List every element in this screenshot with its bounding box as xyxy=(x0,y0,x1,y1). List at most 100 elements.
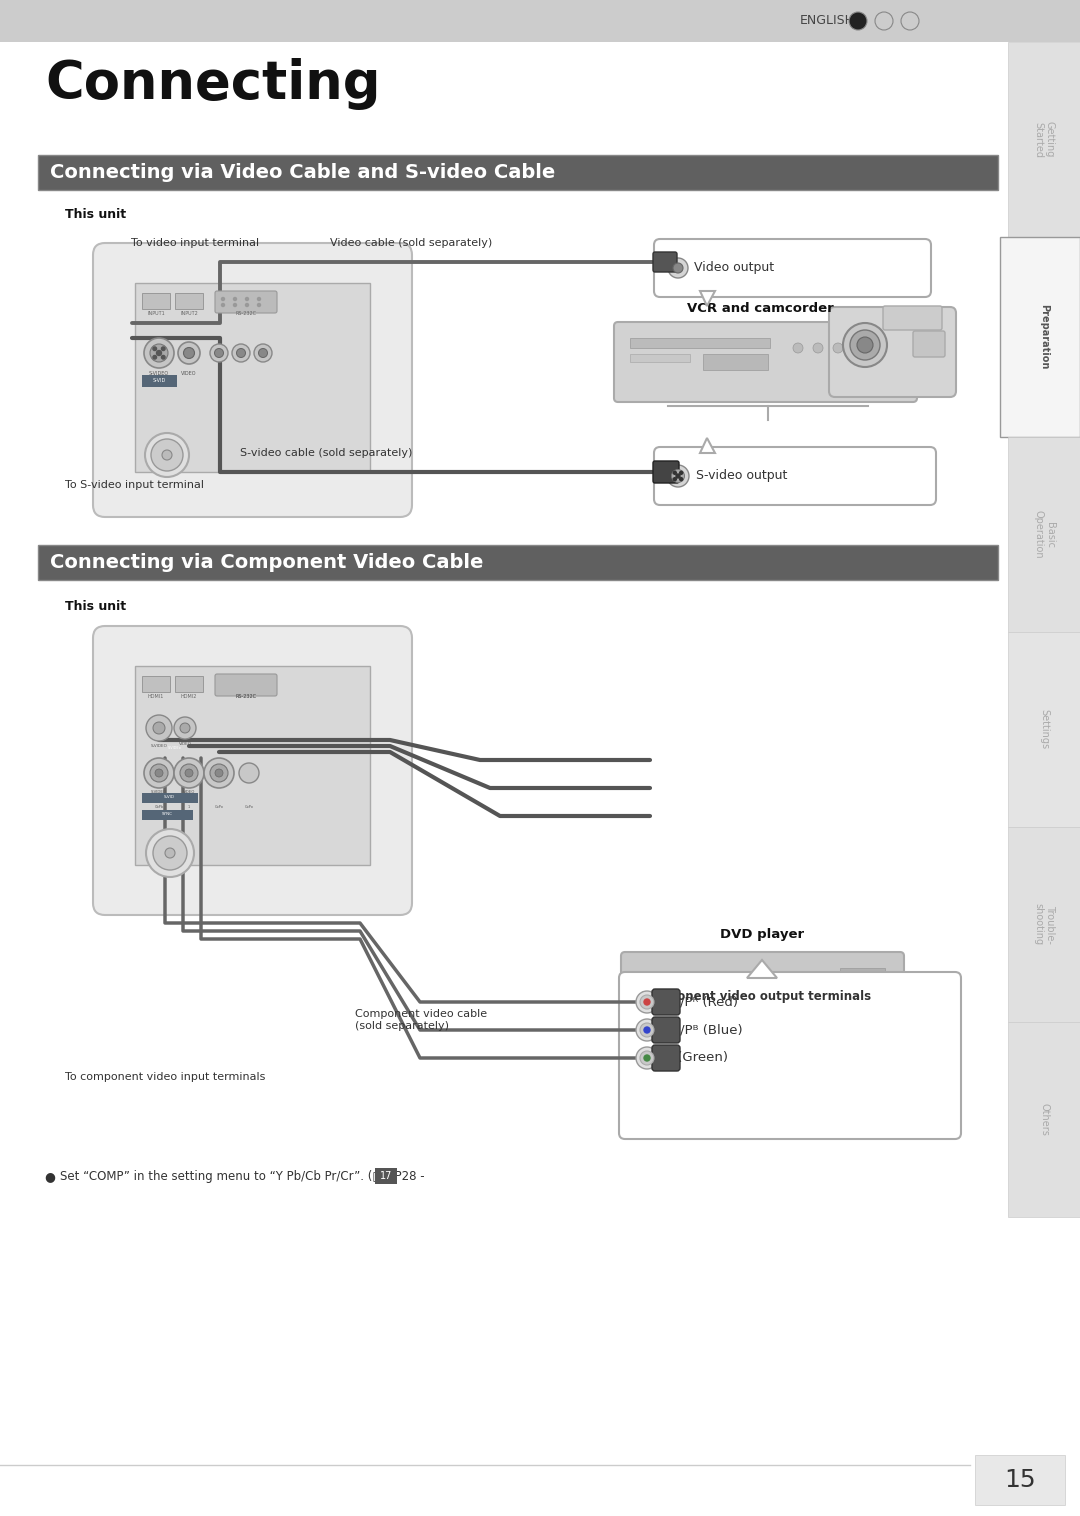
Circle shape xyxy=(875,12,893,30)
Circle shape xyxy=(813,343,823,353)
Circle shape xyxy=(153,355,157,359)
FancyBboxPatch shape xyxy=(141,293,170,309)
FancyBboxPatch shape xyxy=(1008,42,1080,236)
FancyBboxPatch shape xyxy=(630,355,690,362)
Circle shape xyxy=(850,330,880,359)
Circle shape xyxy=(644,1055,650,1061)
Polygon shape xyxy=(700,438,715,453)
Circle shape xyxy=(233,303,237,306)
Circle shape xyxy=(669,258,688,277)
Circle shape xyxy=(636,1019,658,1041)
Text: VIDEO: VIDEO xyxy=(183,790,195,794)
FancyBboxPatch shape xyxy=(975,1455,1065,1505)
FancyBboxPatch shape xyxy=(141,810,192,820)
Text: RS-232C: RS-232C xyxy=(235,694,257,699)
Text: S-VIDEO: S-VIDEO xyxy=(150,744,167,747)
FancyBboxPatch shape xyxy=(215,291,276,312)
Text: Cᴮ/Pᴮ (Blue): Cᴮ/Pᴮ (Blue) xyxy=(665,1023,743,1037)
Circle shape xyxy=(673,471,676,475)
Text: HDMI2: HDMI2 xyxy=(180,694,198,699)
FancyBboxPatch shape xyxy=(38,155,998,190)
FancyBboxPatch shape xyxy=(1008,437,1080,632)
Circle shape xyxy=(215,769,222,778)
Circle shape xyxy=(162,450,172,459)
FancyBboxPatch shape xyxy=(829,308,956,397)
Circle shape xyxy=(233,297,237,300)
Circle shape xyxy=(636,1048,658,1069)
Text: Trouble-
shooting: Trouble- shooting xyxy=(1034,904,1055,946)
Polygon shape xyxy=(700,291,715,306)
Text: VIDEO: VIDEO xyxy=(181,371,197,376)
Text: S-VID: S-VID xyxy=(163,794,175,799)
Text: DVD player: DVD player xyxy=(720,928,805,941)
Circle shape xyxy=(161,347,165,350)
Text: 17: 17 xyxy=(380,1170,392,1181)
Circle shape xyxy=(145,434,189,478)
FancyBboxPatch shape xyxy=(0,0,1080,42)
Circle shape xyxy=(146,716,172,741)
Circle shape xyxy=(636,991,658,1013)
Text: Set “COMP” in the setting menu to “Y Pb/Cb Pr/Cr”. (□□P28 -: Set “COMP” in the setting menu to “Y Pb/… xyxy=(60,1170,429,1182)
Text: Settings: Settings xyxy=(1039,709,1049,749)
Text: Cᴿ/Pᴿ (Red): Cᴿ/Pᴿ (Red) xyxy=(665,996,738,1008)
Circle shape xyxy=(180,723,190,734)
Circle shape xyxy=(178,343,200,364)
Circle shape xyxy=(819,972,831,984)
Circle shape xyxy=(153,722,165,734)
Circle shape xyxy=(165,847,175,858)
FancyBboxPatch shape xyxy=(1000,236,1080,437)
Circle shape xyxy=(153,347,157,350)
FancyBboxPatch shape xyxy=(1008,828,1080,1022)
Circle shape xyxy=(144,338,174,368)
Circle shape xyxy=(204,758,234,788)
Text: Component video output terminals: Component video output terminals xyxy=(640,990,872,1004)
Text: This unit: This unit xyxy=(65,208,126,221)
Circle shape xyxy=(679,478,683,481)
Circle shape xyxy=(210,344,228,362)
Text: This unit: This unit xyxy=(65,600,126,612)
Circle shape xyxy=(672,470,685,482)
FancyBboxPatch shape xyxy=(652,1045,680,1070)
FancyBboxPatch shape xyxy=(135,666,370,866)
Circle shape xyxy=(644,999,650,1005)
Text: RS-232C: RS-232C xyxy=(235,694,257,699)
Circle shape xyxy=(676,475,680,478)
FancyBboxPatch shape xyxy=(135,283,370,471)
FancyBboxPatch shape xyxy=(703,355,768,370)
FancyBboxPatch shape xyxy=(630,338,770,349)
FancyBboxPatch shape xyxy=(652,988,680,1016)
Circle shape xyxy=(667,465,689,487)
Text: 15: 15 xyxy=(1004,1467,1036,1492)
Polygon shape xyxy=(747,960,777,978)
Text: Connecting via Component Video Cable: Connecting via Component Video Cable xyxy=(50,552,484,572)
FancyBboxPatch shape xyxy=(913,330,945,356)
Circle shape xyxy=(673,478,676,481)
Circle shape xyxy=(833,343,843,353)
Text: To component video input terminals: To component video input terminals xyxy=(65,1072,266,1082)
FancyBboxPatch shape xyxy=(840,969,885,988)
Text: CbPb: CbPb xyxy=(154,805,163,810)
Text: SYNC: SYNC xyxy=(162,813,173,816)
Text: Connecting via Video Cable and S-video Cable: Connecting via Video Cable and S-video C… xyxy=(50,162,555,182)
Text: Others: Others xyxy=(1039,1104,1049,1135)
Text: Preparation: Preparation xyxy=(1039,305,1049,370)
FancyBboxPatch shape xyxy=(1008,1022,1080,1217)
Circle shape xyxy=(150,764,168,782)
Circle shape xyxy=(174,717,195,738)
FancyBboxPatch shape xyxy=(621,952,904,1013)
FancyBboxPatch shape xyxy=(175,293,203,309)
Text: CoPo: CoPo xyxy=(244,805,254,810)
Text: To S-video input terminal: To S-video input terminal xyxy=(65,481,204,490)
Text: CoPo: CoPo xyxy=(215,805,224,810)
Circle shape xyxy=(239,763,259,782)
Circle shape xyxy=(185,769,193,778)
Circle shape xyxy=(144,758,174,788)
FancyBboxPatch shape xyxy=(652,1017,680,1043)
Circle shape xyxy=(257,297,260,300)
FancyBboxPatch shape xyxy=(619,972,961,1139)
Circle shape xyxy=(232,344,249,362)
Text: INPUT1: INPUT1 xyxy=(147,311,165,315)
Circle shape xyxy=(644,1026,650,1032)
FancyBboxPatch shape xyxy=(615,321,917,402)
Text: S-video cable (sold separately): S-video cable (sold separately) xyxy=(240,449,413,458)
